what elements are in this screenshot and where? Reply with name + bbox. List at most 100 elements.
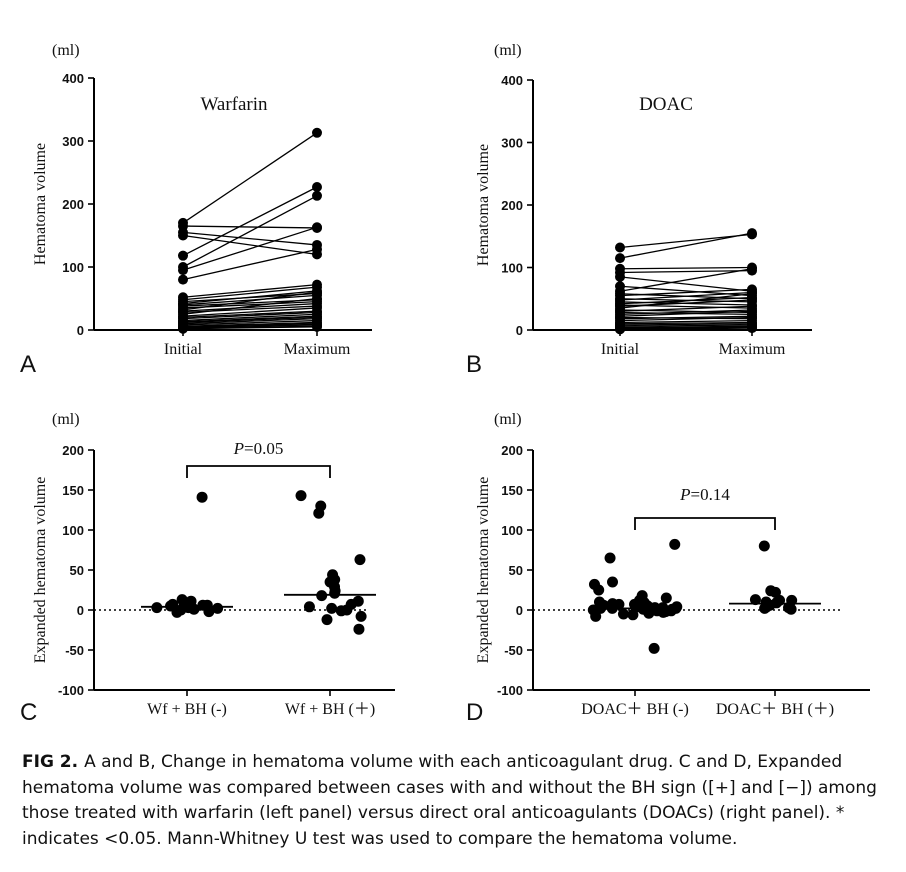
- data-point: [355, 610, 367, 622]
- y-tick-label: 0: [516, 603, 523, 618]
- data-point: [176, 594, 188, 606]
- pair-line: [182, 291, 318, 311]
- pair-line: [619, 233, 753, 249]
- initial-point: [178, 230, 188, 241]
- y-tick-label: 400: [62, 71, 84, 86]
- pair-line: [182, 323, 318, 328]
- pair-line: [182, 186, 318, 257]
- panel-title: Warfarin: [200, 94, 268, 115]
- pair-line: [182, 310, 318, 319]
- pair-line: [182, 311, 318, 320]
- initial-point: [615, 253, 625, 264]
- maximum-point: [312, 244, 322, 255]
- pair-line: [182, 195, 318, 268]
- maximum-point: [312, 190, 322, 201]
- x-tick-label: DOAC＋ BH (＋): [716, 701, 834, 718]
- caption-text: A and B, Change in hematoma volume with …: [22, 752, 877, 849]
- maximum-point: [747, 228, 757, 239]
- pair-line: [619, 305, 753, 312]
- data-point: [607, 576, 619, 588]
- y-tick-label: 150: [501, 483, 523, 498]
- pair-line: [182, 225, 318, 229]
- panel-title: DOAC: [639, 94, 693, 115]
- pair-line: [619, 315, 753, 320]
- panel-letter: B: [466, 351, 482, 378]
- x-tick-label: DOAC＋ BH (-): [581, 701, 689, 718]
- pair-line: [182, 326, 318, 330]
- y-axis-label: Expanded hematoma volume: [475, 477, 492, 664]
- x-tick-label: Initial: [601, 341, 640, 358]
- data-point: [617, 608, 629, 620]
- y-axis-label: Hematoma volume: [475, 144, 492, 266]
- data-point: [295, 490, 307, 502]
- pair-line: [619, 309, 753, 316]
- pair-line: [182, 283, 318, 298]
- panel-letter: D: [466, 699, 483, 726]
- data-point: [303, 601, 315, 613]
- pair-line: [619, 268, 753, 292]
- initial-point: [178, 250, 188, 261]
- data-point: [313, 507, 325, 519]
- data-point: [329, 587, 341, 599]
- panel-D: 200 150 100 50 0 -50 -100 DOAC＋ BH (-) DOAC＋ BH …: [466, 411, 870, 726]
- pair-line: [182, 313, 318, 322]
- data-point: [660, 592, 672, 604]
- panel-B: 0 100 200 300 400 Initial Maximum (ml) Hematoma …: [466, 42, 812, 378]
- pair-line: [182, 321, 318, 327]
- panel-letter: A: [20, 351, 36, 378]
- pair-line: [619, 310, 753, 317]
- data-point: [648, 642, 660, 654]
- pair-line: [182, 290, 318, 305]
- maximum-point: [312, 321, 322, 332]
- figure-canvas: 0 100 200 300 400 Initial Maximum (ml) Hematoma …: [20, 42, 870, 726]
- x-tick-label: Maximum: [284, 341, 351, 358]
- pair-line: [182, 316, 318, 324]
- pair-line: [619, 291, 753, 301]
- p-value-annotation: P=0.05: [233, 439, 284, 458]
- p-value-annotation: P=0.14: [679, 485, 730, 504]
- panel-C: 200 150 100 50 0 -50 -100 Wf + BH (-) Wf + BH (＋…: [20, 411, 395, 726]
- data-point: [590, 610, 602, 622]
- maximum-point: [312, 127, 322, 138]
- y-tick-label: 100: [62, 260, 84, 275]
- data-point: [203, 606, 215, 618]
- initial-point: [178, 274, 188, 285]
- y-tick-label: 100: [501, 523, 523, 538]
- pair-line: [619, 327, 753, 331]
- data-point: [627, 609, 639, 621]
- pair-line: [182, 315, 318, 323]
- panel-letter: C: [20, 699, 37, 726]
- data-point: [212, 602, 224, 614]
- y-axis-label: Hematoma volume: [32, 143, 49, 265]
- y-tick-label: 300: [62, 134, 84, 149]
- data-point: [354, 554, 366, 566]
- x-tick-label: Wf + BH (-): [147, 701, 227, 718]
- maximum-point: [312, 181, 322, 192]
- pair-line: [182, 248, 318, 281]
- y-unit-label: (ml): [52, 411, 80, 428]
- initial-point: [615, 324, 625, 335]
- data-point: [593, 584, 605, 596]
- pair-line: [619, 316, 753, 322]
- y-tick-label: -100: [497, 683, 523, 698]
- pair-line: [182, 302, 318, 312]
- pair-line: [182, 226, 318, 271]
- data-point: [335, 605, 347, 617]
- y-tick-label: -50: [504, 643, 523, 658]
- pair-line: [182, 324, 318, 329]
- y-tick-label: 200: [62, 197, 84, 212]
- data-point: [196, 491, 208, 503]
- data-point: [651, 605, 663, 617]
- pair-line: [619, 266, 753, 270]
- maximum-point: [312, 293, 322, 304]
- x-tick-label: Maximum: [719, 341, 786, 358]
- x-tick-label: Initial: [164, 341, 203, 358]
- maximum-point: [747, 288, 757, 299]
- y-tick-label: 0: [77, 323, 84, 338]
- pair-line: [619, 323, 753, 326]
- pair-line: [619, 232, 753, 259]
- y-tick-label: 50: [70, 563, 84, 578]
- y-tick-label: 50: [509, 563, 523, 578]
- pair-line: [619, 288, 753, 297]
- pair-line: [619, 269, 753, 274]
